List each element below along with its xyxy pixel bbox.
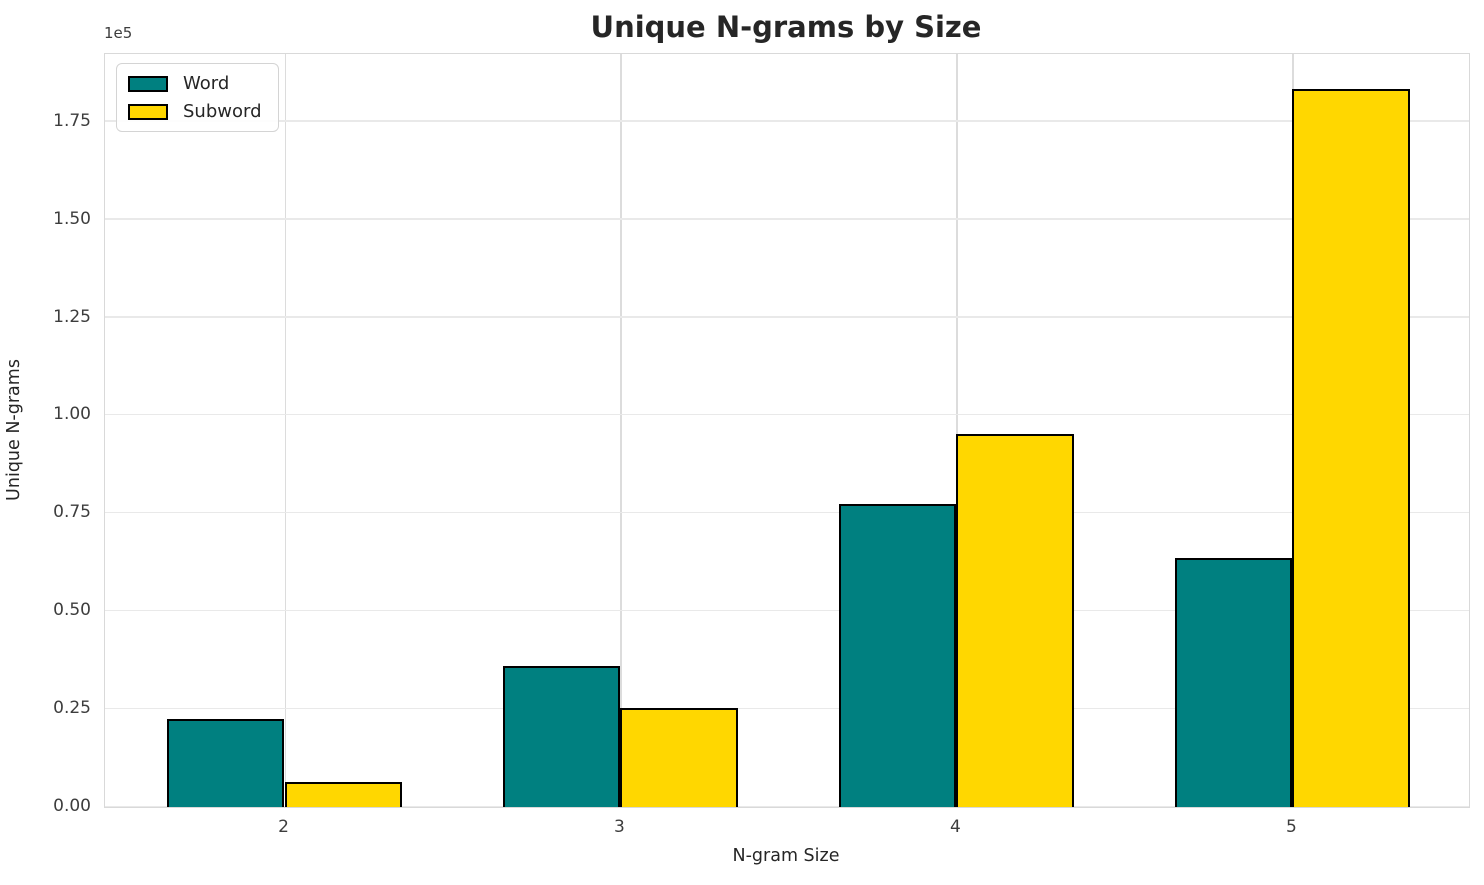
bar-word-4 xyxy=(838,504,957,807)
gridline-vertical xyxy=(956,54,958,807)
gridline-horizontal xyxy=(105,414,1469,416)
gridline-horizontal xyxy=(105,120,1469,122)
bar-word-2 xyxy=(166,718,285,807)
x-tick-label: 4 xyxy=(949,817,961,837)
legend-item-word: Word xyxy=(128,73,262,94)
y-tick-label: 0.00 xyxy=(53,796,91,816)
gridline-horizontal xyxy=(105,805,1469,807)
bar-subword-4 xyxy=(956,433,1074,807)
gridline-horizontal xyxy=(105,511,1469,514)
y-tick-label: 1.75 xyxy=(53,110,91,131)
x-axis-label: N-gram Size xyxy=(732,846,840,866)
y-tick-label: 1.50 xyxy=(53,208,91,229)
x-tick-label: 3 xyxy=(614,817,625,837)
legend-swatch-word xyxy=(128,75,168,92)
legend-label-subword: Subword xyxy=(183,101,262,122)
y-tick-label: 0.75 xyxy=(53,502,91,523)
legend-label-word: Word xyxy=(183,73,230,94)
gridline-horizontal xyxy=(105,218,1469,220)
y-tick-label: 1.00 xyxy=(53,404,91,425)
gridline-horizontal xyxy=(105,707,1469,710)
x-tick-label: 5 xyxy=(1285,817,1297,837)
y-axis-offset-text: 1e5 xyxy=(104,24,133,42)
gridline-vertical xyxy=(284,54,286,807)
legend-item-subword: Subword xyxy=(128,101,262,122)
bar-subword-5 xyxy=(1292,88,1410,807)
legend: Word Subword xyxy=(116,63,279,132)
gridline-horizontal xyxy=(105,316,1469,318)
gridline-vertical xyxy=(620,54,622,807)
chart-title: Unique N-grams by Size xyxy=(590,10,982,44)
legend-swatch-subword xyxy=(128,103,168,120)
bar-subword-3 xyxy=(620,707,739,807)
bar-subword-2 xyxy=(284,781,403,807)
bar-word-3 xyxy=(502,666,621,807)
x-tick-label: 2 xyxy=(278,817,289,837)
y-tick-label: 1.25 xyxy=(53,306,91,327)
bar-word-5 xyxy=(1174,557,1293,807)
gridline-horizontal xyxy=(105,609,1469,612)
y-tick-label: 0.50 xyxy=(53,600,91,621)
y-tick-label: 0.25 xyxy=(53,698,91,719)
y-axis-label: Unique N-grams xyxy=(4,359,24,501)
plot-area: Word Subword xyxy=(104,53,1470,808)
